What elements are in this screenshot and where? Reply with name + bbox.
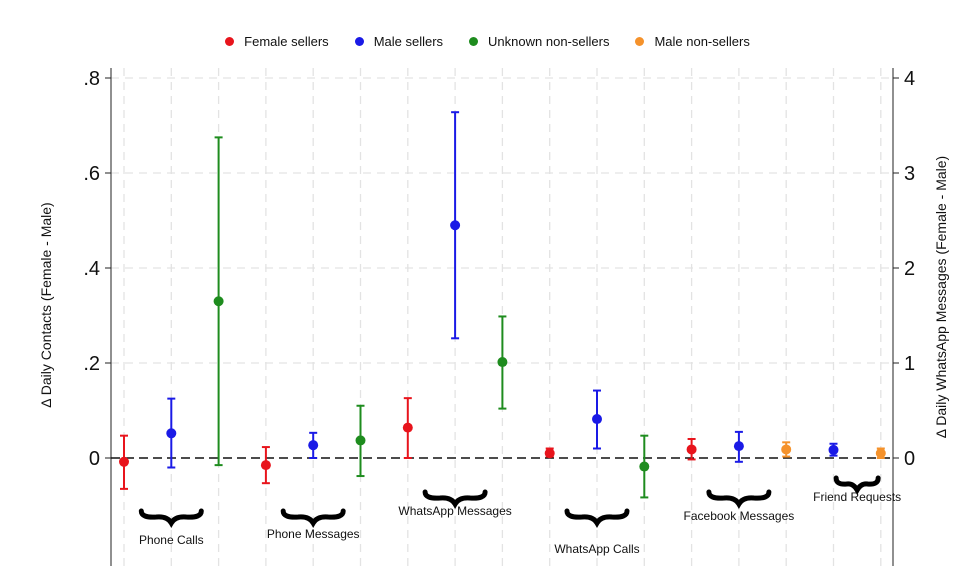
legend-item-male-sellers: Male sellers bbox=[354, 34, 444, 49]
legend-swatch-male-sellers bbox=[354, 37, 364, 46]
y-tick-label-left: .6 bbox=[83, 163, 100, 185]
legend: Female sellers Male sellers Unknown non-… bbox=[0, 34, 975, 49]
group-brace-phone-calls bbox=[138, 508, 204, 529]
y-tick-label-left: 0 bbox=[89, 448, 100, 470]
y-tick-label-left: .4 bbox=[83, 258, 100, 280]
point-male-sellers bbox=[828, 444, 839, 455]
point-male-sellers bbox=[733, 441, 744, 452]
group-brace-whatsapp-calls bbox=[564, 508, 630, 529]
group-label-whatsapp-messages: WhatsApp Messages bbox=[398, 504, 511, 518]
point-female-sellers bbox=[402, 422, 413, 433]
y-tick-label-left: .2 bbox=[83, 353, 100, 375]
legend-swatch-male-non-sellers bbox=[635, 37, 645, 46]
y-tick-label-left: .8 bbox=[83, 68, 100, 90]
y-axis-title-left: Δ Daily Contacts (Female - Male) bbox=[38, 202, 54, 407]
point-male-sellers bbox=[450, 220, 461, 231]
group-brace-whatsapp-messages bbox=[422, 489, 488, 510]
legend-label-female-sellers: Female sellers bbox=[244, 34, 329, 49]
point-male-non-sellers bbox=[875, 448, 886, 459]
point-female-sellers bbox=[260, 460, 271, 471]
legend-swatch-unknown-non-sellers bbox=[469, 37, 479, 46]
legend-item-male-non-sellers: Male non-sellers bbox=[635, 34, 750, 49]
point-unknown-non-sellers bbox=[355, 435, 366, 446]
group-brace-facebook-messages bbox=[706, 489, 772, 510]
group-label-phone-calls: Phone Calls bbox=[139, 533, 204, 547]
point-female-sellers bbox=[686, 444, 697, 455]
group-label-phone-messages: Phone Messages bbox=[267, 527, 360, 541]
point-male-sellers bbox=[592, 414, 602, 425]
point-unknown-non-sellers bbox=[497, 357, 508, 368]
group-brace-phone-messages bbox=[280, 508, 346, 529]
point-male-sellers bbox=[166, 428, 177, 439]
y-tick-label-right: 2 bbox=[904, 258, 915, 280]
point-unknown-non-sellers bbox=[639, 461, 650, 472]
legend-swatch-female-sellers bbox=[225, 37, 235, 46]
y-tick-label-right: 1 bbox=[904, 353, 915, 375]
legend-label-male-non-sellers: Male non-sellers bbox=[654, 34, 750, 49]
point-male-non-sellers bbox=[781, 444, 792, 455]
group-label-facebook-messages: Facebook Messages bbox=[684, 509, 795, 523]
point-unknown-non-sellers bbox=[213, 296, 224, 307]
y-tick-label-right: 0 bbox=[904, 448, 915, 470]
y-tick-label-right: 3 bbox=[904, 163, 915, 185]
legend-label-unknown-non-sellers: Unknown non-sellers bbox=[488, 34, 610, 49]
group-brace-friend-requests bbox=[833, 475, 881, 496]
legend-item-unknown-non-sellers: Unknown non-sellers bbox=[469, 34, 609, 49]
group-label-friend-requests: Friend Requests bbox=[813, 490, 901, 504]
point-male-sellers bbox=[308, 440, 319, 451]
legend-label-male-sellers: Male sellers bbox=[373, 34, 444, 49]
point-female-sellers bbox=[544, 448, 555, 459]
y-axis-title-right: Δ Daily WhatsApp Messages (Female - Male… bbox=[933, 156, 949, 438]
group-label-whatsapp-calls: WhatsApp Calls bbox=[554, 542, 639, 556]
point-female-sellers bbox=[119, 456, 129, 467]
y-tick-label-right: 4 bbox=[904, 68, 915, 90]
legend-item-female-sellers: Female sellers bbox=[225, 34, 329, 49]
